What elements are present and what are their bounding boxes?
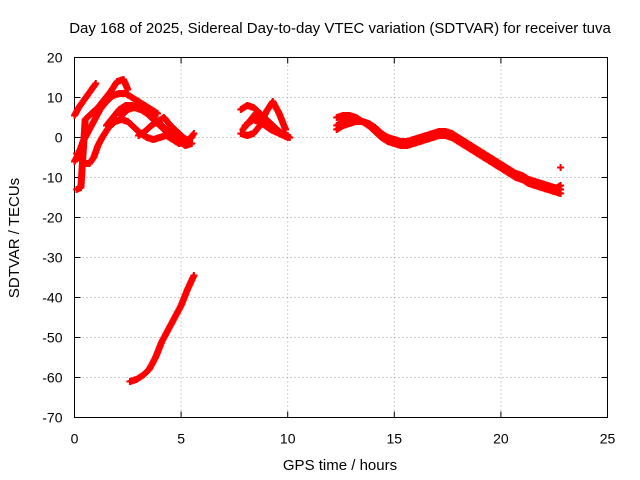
y-tick-label: -70 xyxy=(42,410,62,426)
series-arc-6 xyxy=(117,104,196,149)
y-tick-label: -50 xyxy=(42,330,62,346)
x-tick-label: 25 xyxy=(600,431,616,447)
series-points xyxy=(71,80,100,119)
series-arc-1 xyxy=(71,80,100,119)
series-points xyxy=(71,90,162,165)
series-arc-3 xyxy=(71,90,162,165)
series-points xyxy=(126,272,198,385)
plot-frame xyxy=(74,57,608,418)
y-tick-label: -30 xyxy=(42,250,62,266)
x-tick-label: 15 xyxy=(387,431,403,447)
x-tick-label: 20 xyxy=(493,431,509,447)
series-points xyxy=(241,116,292,141)
series-arc-12 xyxy=(241,116,292,141)
series-arc-7 xyxy=(126,272,198,385)
series-points xyxy=(117,104,196,149)
x-tick-label: 5 xyxy=(177,431,185,447)
y-tick-label: 0 xyxy=(55,130,63,146)
y-axis-title: SDTVAR / TECUs xyxy=(6,178,23,298)
grid xyxy=(74,57,608,418)
chart-title: Day 168 of 2025, Sidereal Day-to-day VTE… xyxy=(69,20,611,37)
y-tick-label: -60 xyxy=(42,370,62,386)
series-arc-8 xyxy=(135,114,194,145)
y-tick-label: -40 xyxy=(42,290,62,306)
series-arc-16 xyxy=(557,164,565,171)
series-points xyxy=(333,118,565,197)
y-tick-label: -10 xyxy=(42,170,62,186)
y-tick-label: -20 xyxy=(42,210,62,226)
y-tick-label: 20 xyxy=(47,50,63,66)
series-points xyxy=(135,114,194,145)
x-tick-label: 10 xyxy=(280,431,296,447)
x-tick-label: 0 xyxy=(71,431,79,447)
y-tick-label: 10 xyxy=(47,90,63,106)
series-points xyxy=(557,164,565,171)
axis-ticks: 0 5 10 15 20 25 20 10 0 -10 -20 -30 -40 -50 -60 -70 xyxy=(42,50,615,447)
x-axis-title: GPS time / hours xyxy=(283,457,397,474)
data-series xyxy=(71,76,565,385)
series-arc-15 xyxy=(333,118,565,197)
